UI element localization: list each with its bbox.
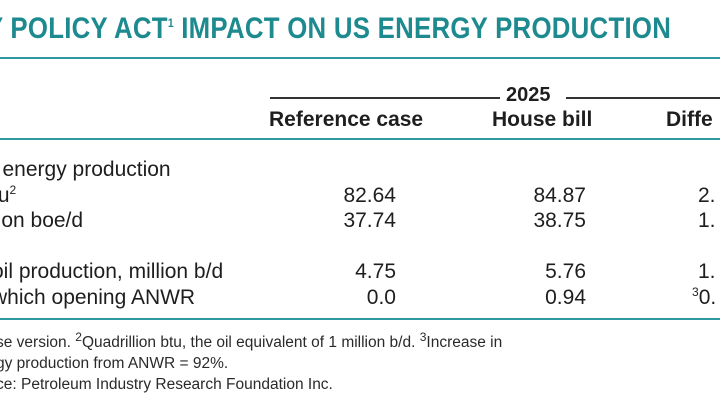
year-span-line-left — [270, 97, 500, 99]
row-label: oil production, million b/d — [0, 260, 224, 283]
footnote-line-2: gy production from ANWR = 92%. — [0, 355, 229, 372]
header-rule — [0, 138, 720, 140]
house-value: 0.94 — [545, 286, 586, 309]
footer-rule — [0, 318, 720, 320]
reference-value: 0.0 — [366, 286, 396, 309]
row-label: lion boe/d — [0, 209, 84, 232]
diff-value: 30. — [692, 285, 717, 309]
table-title: Y POLICY ACT1 IMPACT ON US ENERGY PRODUC… — [0, 12, 672, 45]
source-line: ce: Petroleum Industry Research Foundati… — [0, 376, 333, 393]
diff-value: 1. — [698, 209, 716, 232]
year-header: 2025 — [506, 84, 551, 106]
reference-value: 82.64 — [343, 184, 396, 207]
row-label: tu2 — [0, 183, 17, 207]
year-span-line-right — [566, 97, 720, 99]
reference-value: 4.75 — [355, 260, 396, 283]
row-label: which opening ANWR — [0, 286, 196, 309]
diff-value: 1. — [698, 260, 716, 283]
header-difference: Diffe — [666, 108, 713, 131]
header-house-bill: House bill — [492, 108, 593, 131]
house-value: 84.87 — [533, 184, 586, 207]
header-reference-case: Reference case — [269, 108, 424, 131]
row-label: l energy production — [0, 158, 171, 181]
diff-value: 2. — [698, 184, 716, 207]
reference-value: 37.74 — [343, 209, 396, 232]
footnote-line-1: se version. 2Quadrillion btu, the oil eq… — [0, 329, 503, 351]
house-value: 38.75 — [533, 209, 586, 232]
top-rule — [0, 57, 720, 59]
house-value: 5.76 — [545, 260, 586, 283]
